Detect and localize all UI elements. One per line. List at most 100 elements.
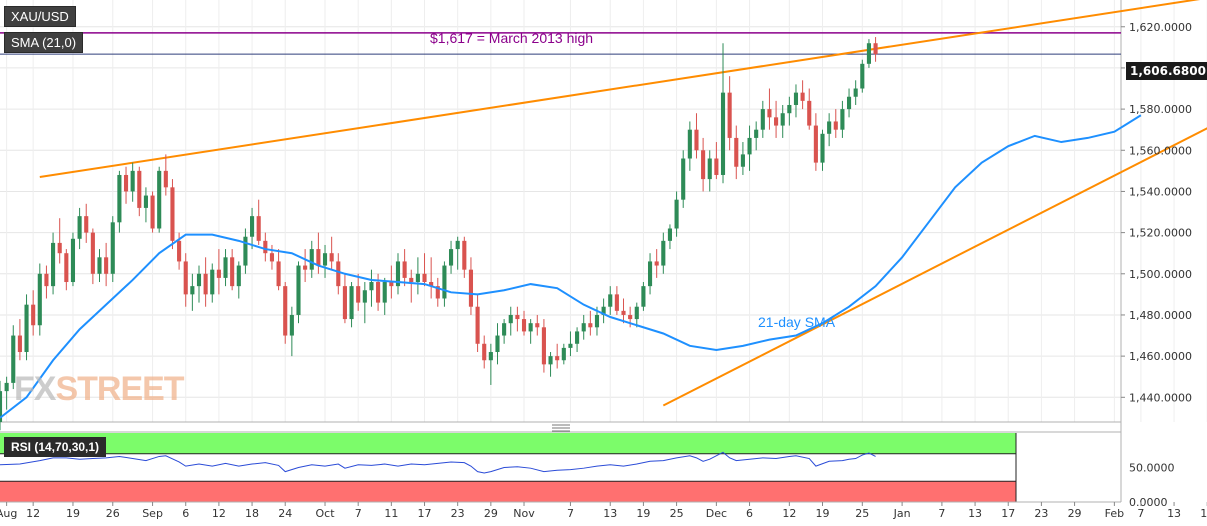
- candle-body: [0, 391, 3, 422]
- candle-body: [11, 335, 16, 383]
- candle-body: [608, 294, 613, 307]
- candle-body: [210, 269, 215, 295]
- time-tick-label: Sep: [142, 507, 163, 520]
- candle-body: [846, 96, 852, 110]
- candle-body: [24, 304, 29, 353]
- candle-body: [230, 257, 235, 287]
- time-tick-label: 6: [182, 507, 189, 520]
- candle-body: [369, 282, 374, 291]
- candle-body: [110, 222, 115, 274]
- candle-body: [269, 253, 275, 262]
- candle-body: [687, 129, 692, 159]
- panel-splitter-handle[interactable]: [552, 424, 570, 432]
- candle-body: [482, 343, 487, 361]
- time-axis: Aug 12 19 26 Sep 6 12 18 24 Oct 7 11 17 23 29 Nov 7 13 19 2…: [0, 501, 1207, 520]
- candle-body: [714, 158, 719, 175]
- candle-body: [594, 314, 600, 328]
- symbol-label: XAU/USD: [4, 6, 76, 27]
- candle-body: [117, 174, 122, 223]
- time-tick-label: 23: [1034, 507, 1048, 520]
- time-tick-label: 24: [278, 507, 292, 520]
- candle-body: [727, 92, 732, 138]
- candle-body: [395, 261, 401, 287]
- current-price-label: 1,606.6800: [1126, 62, 1207, 80]
- candle-body: [827, 121, 832, 134]
- candle-body: [342, 286, 347, 320]
- candle-body: [130, 170, 135, 192]
- candle-body: [588, 323, 593, 328]
- candle-body: [90, 232, 95, 274]
- candle-body: [382, 282, 387, 303]
- time-tick-label: 7: [355, 507, 362, 520]
- candle-body: [654, 261, 659, 266]
- rsi-indicator-label: RSI (14,70,30,1): [4, 437, 107, 457]
- candle-body: [263, 240, 268, 254]
- candle-body: [448, 249, 454, 266]
- time-tick-label: Aug: [0, 507, 17, 520]
- candle-body: [793, 92, 799, 105]
- grid: [0, 0, 1207, 502]
- rsi-panel: [0, 431, 1121, 502]
- candle-body: [422, 273, 427, 283]
- price-tick-label: 1,560.0000: [1129, 144, 1192, 157]
- rsi-overbought-zone: [0, 433, 1016, 454]
- time-tick-label: 11: [384, 507, 398, 520]
- candle-body: [349, 286, 354, 320]
- candle-body: [667, 228, 673, 241]
- time-tick-label: 18: [245, 507, 259, 520]
- candle-body: [309, 249, 314, 270]
- candle-body: [170, 187, 175, 241]
- candle-body: [250, 216, 255, 237]
- candle-body: [4, 382, 9, 392]
- candle-body: [356, 286, 361, 303]
- candle-body: [303, 265, 308, 270]
- candle-body: [276, 261, 281, 287]
- time-tick-label: 6: [746, 507, 753, 520]
- candle-body: [322, 253, 328, 266]
- candle-body: [807, 100, 812, 126]
- candle-body: [57, 242, 62, 254]
- candle-body: [97, 257, 102, 274]
- candle-body: [196, 273, 202, 287]
- time-tick-label: 25: [855, 507, 869, 520]
- candle-body: [760, 109, 765, 130]
- candle-body: [289, 314, 294, 336]
- candle-body: [31, 304, 36, 326]
- time-tick-label: 19: [1200, 507, 1207, 520]
- candle-body: [740, 154, 745, 167]
- time-tick-label: 12: [782, 507, 796, 520]
- candle-body: [256, 216, 261, 241]
- candle-body: [621, 310, 626, 315]
- candle-body: [37, 273, 42, 326]
- time-tick-label: 7: [1137, 507, 1144, 520]
- candle-body: [435, 286, 440, 299]
- candle-body: [163, 170, 168, 188]
- candle-body: [515, 314, 520, 320]
- candle-body: [77, 216, 82, 239]
- candle-body: [51, 242, 56, 287]
- candle-body: [70, 238, 76, 283]
- rsi-tick-label: 0.0000: [1129, 496, 1168, 509]
- time-tick-label: Jan: [893, 507, 911, 520]
- sma-annotation: 21-day SMA: [758, 314, 836, 330]
- candle-body: [223, 257, 228, 278]
- price-tick-label: 1,620.0000: [1129, 21, 1192, 34]
- candle-body: [767, 109, 772, 118]
- candle-body: [183, 261, 188, 295]
- candle-body: [720, 92, 726, 175]
- price-tick-label: 1,580.0000: [1129, 103, 1192, 116]
- candle-body: [329, 253, 334, 262]
- candle-body: [283, 286, 288, 336]
- candle-body: [236, 265, 241, 287]
- time-tick-label: 29: [484, 507, 498, 520]
- price-tick-label: 1,480.0000: [1129, 309, 1192, 322]
- candle-body: [336, 261, 341, 287]
- candle-body: [389, 282, 394, 287]
- candle-body: [541, 327, 546, 365]
- time-tick-label: 23: [451, 507, 465, 520]
- trendline-lower: [662, 127, 1207, 407]
- candle-body: [84, 216, 89, 233]
- time-tick-label: Dec: [706, 507, 727, 520]
- candle-body: [190, 286, 195, 295]
